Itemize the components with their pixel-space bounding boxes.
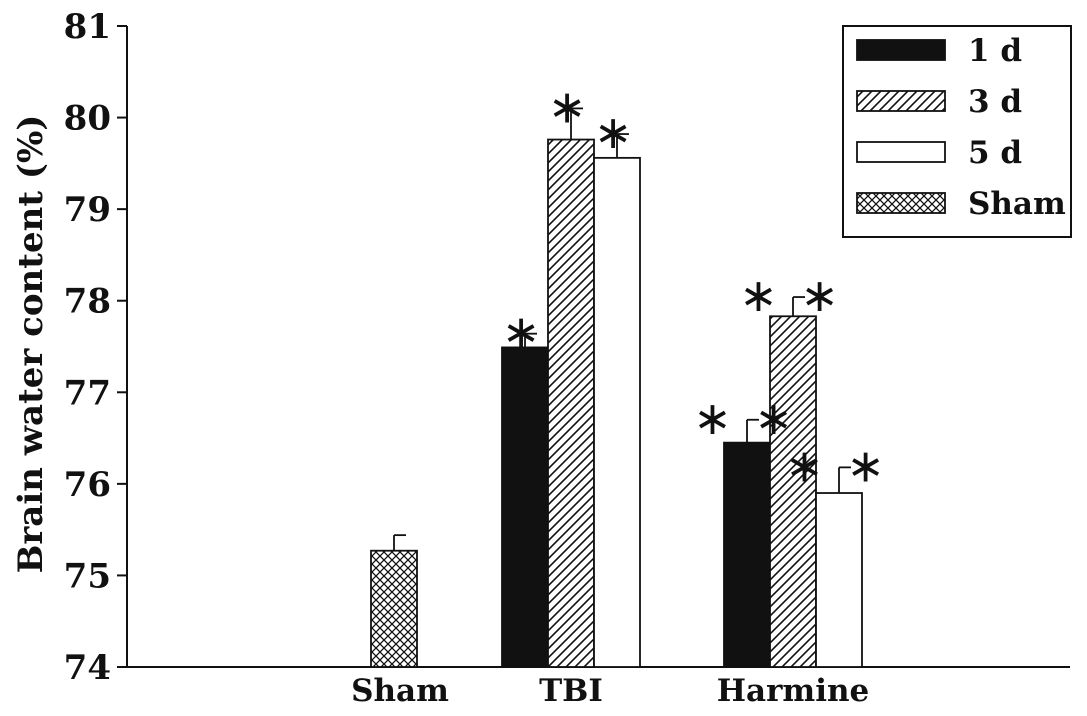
legend-box (842, 25, 1072, 238)
legend-swatch (856, 192, 946, 214)
y-tick-label: 74 (64, 648, 111, 688)
bar (723, 441, 771, 668)
y-tick-label: 75 (64, 556, 111, 596)
y-tick-label: 81 (64, 7, 111, 47)
bar (815, 492, 863, 668)
y-tick-label: 80 (64, 99, 111, 139)
legend-swatch (856, 39, 946, 61)
axes: 74 75 76 77 78 79 80 81 (64, 7, 1070, 688)
legend-label: Sham (968, 186, 1066, 222)
legend: 1 d 3 d 5 d Sham (842, 25, 1072, 238)
y-tick-label: 76 (64, 465, 111, 505)
x-category-label: Harmine (717, 673, 870, 709)
significance-mark: ∗ ∗ (739, 268, 843, 322)
x-category-label: TBI (539, 673, 603, 709)
bar (769, 315, 817, 668)
legend-label: 5 d (968, 135, 1022, 171)
significance-mark: ∗ ∗ (693, 391, 797, 445)
legend-label: 3 d (968, 84, 1022, 120)
significance-mark: ∗ ∗ (785, 438, 889, 492)
bar (547, 138, 595, 668)
legend-swatch (856, 90, 946, 112)
legend-label: 1 d (968, 33, 1022, 69)
bars (370, 107, 863, 668)
y-axis-label: Brain water content (%) (11, 115, 51, 574)
bar (593, 156, 641, 668)
labels: Sham∗∗ ∗TBI∗ ∗∗ ∗∗ ∗Harmine (351, 79, 889, 709)
y-tick-label: 77 (64, 373, 111, 413)
significance-mark: ∗ (594, 105, 637, 159)
y-tick-label: 79 (64, 190, 111, 230)
bar (370, 549, 418, 668)
bar (501, 346, 549, 668)
significance-mark: ∗ (502, 305, 545, 359)
legend-swatch (856, 141, 946, 163)
x-category-label: Sham (351, 673, 449, 709)
significance-mark: ∗ (548, 79, 591, 133)
y-tick-label: 78 (64, 282, 111, 322)
